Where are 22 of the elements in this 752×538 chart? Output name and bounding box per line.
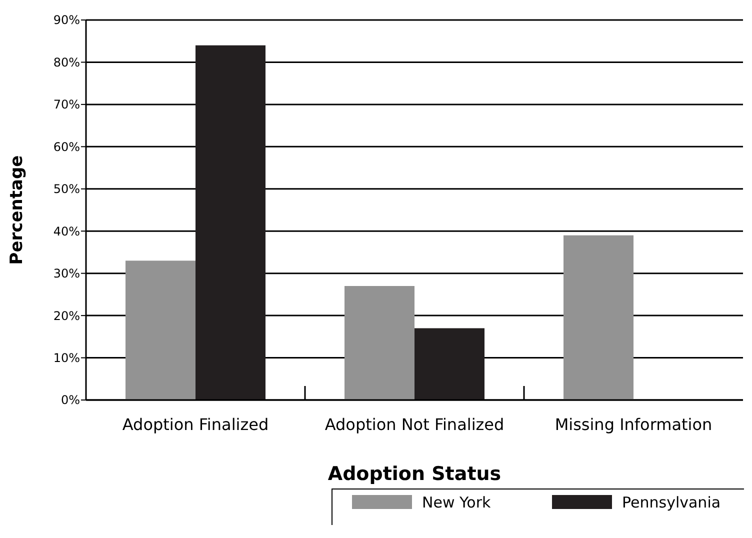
y-tick-label: 20%	[53, 308, 80, 323]
x-tick-label: Missing Information	[554, 415, 712, 434]
x-axis-title: Adoption Status	[328, 463, 502, 485]
y-tick-label: 60%	[53, 140, 80, 154]
x-tick-label: Adoption Not Finalized	[324, 415, 504, 434]
legend-label: Pennsylvania	[622, 493, 721, 512]
y-tick-label: 10%	[53, 350, 80, 365]
bar	[344, 286, 414, 400]
bar	[196, 45, 266, 400]
bar	[126, 260, 196, 400]
y-tick-label: 0%	[60, 393, 80, 408]
y-tick-label: 70%	[53, 98, 80, 112]
legend-label: New York	[422, 493, 491, 512]
y-tick-label: 50%	[53, 182, 80, 196]
y-tick-label: 80%	[53, 55, 80, 70]
y-tick-label: 30%	[53, 266, 80, 281]
y-axis-title: Percentage	[7, 155, 27, 265]
x-tick-label: Adoption Finalized	[122, 415, 269, 434]
bar	[564, 235, 634, 400]
bar	[414, 328, 484, 400]
y-tick-label: 40%	[53, 224, 80, 238]
y-tick-label: 90%	[53, 13, 80, 28]
